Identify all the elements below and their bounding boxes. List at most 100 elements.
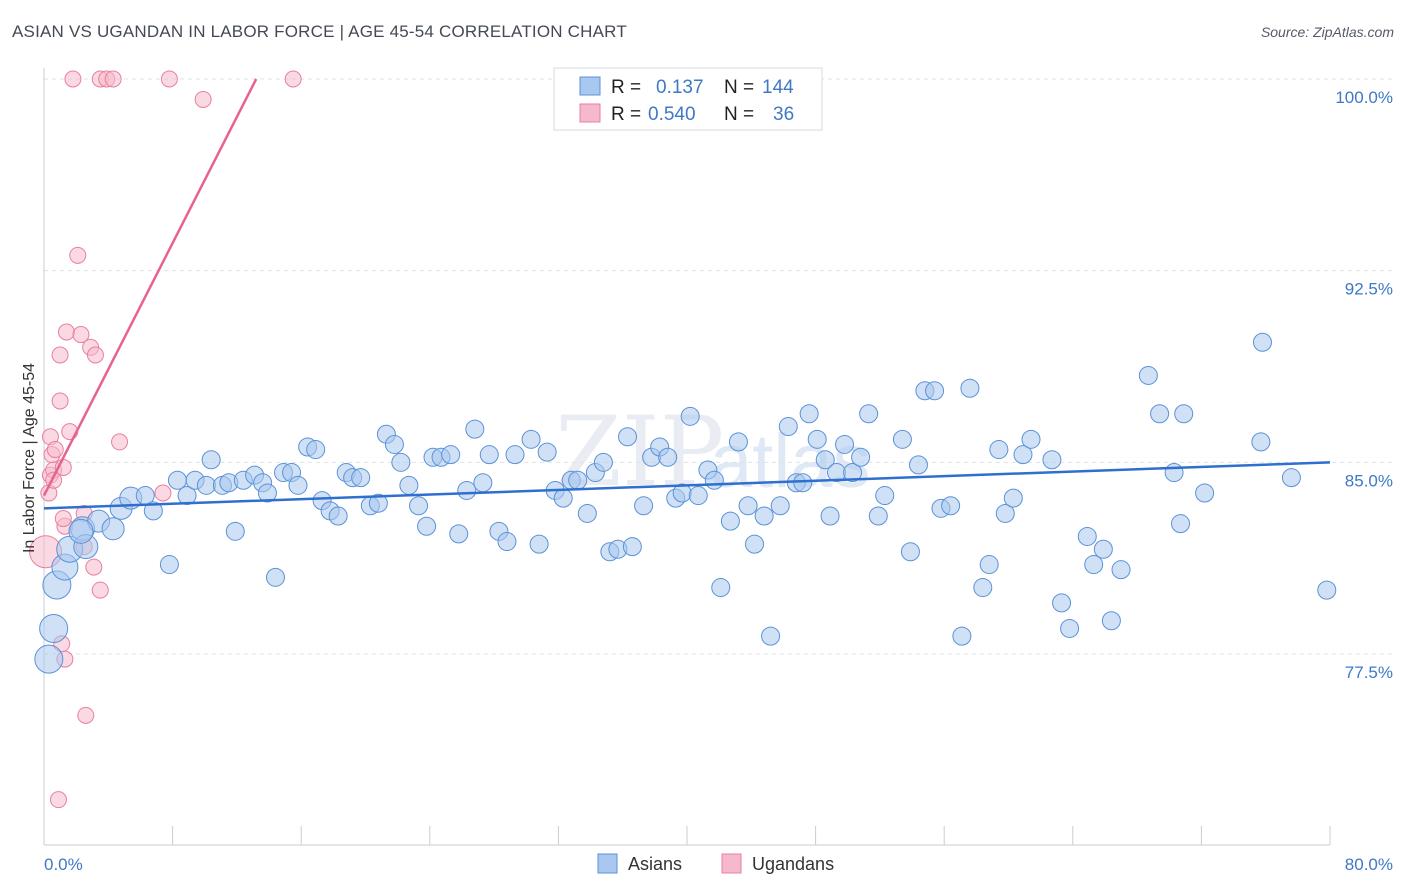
y-tick-label-1: 85.0%	[1345, 471, 1393, 490]
asian-point	[497, 532, 517, 552]
asian-point	[745, 534, 765, 554]
asian-point	[529, 534, 549, 554]
asian-point	[34, 644, 64, 674]
asian-point	[368, 493, 388, 513]
ugandan-point	[51, 392, 69, 410]
ugandan-point	[54, 510, 72, 528]
asian-point	[306, 440, 326, 460]
asian-point	[1021, 429, 1041, 449]
asian-point	[457, 480, 477, 500]
asian-point	[815, 450, 835, 470]
legend-r-value-asians: 0.137	[656, 77, 704, 98]
ugandan-points	[29, 70, 302, 809]
asian-point	[441, 445, 461, 465]
ugandan-point	[91, 581, 109, 599]
asian-point	[960, 378, 980, 398]
asian-point	[537, 442, 557, 462]
asian-point	[177, 486, 197, 506]
legend: R = 0.137 N = 144 R = 0.540 N = 36	[553, 67, 823, 131]
asian-point	[1013, 445, 1033, 465]
asian-point	[288, 475, 308, 495]
asian-point	[351, 468, 371, 488]
asian-point	[1252, 332, 1272, 352]
ugandan-point	[154, 484, 172, 502]
asian-point	[704, 470, 724, 490]
asian-point	[328, 506, 348, 526]
asian-point	[225, 521, 245, 541]
asian-point	[680, 406, 700, 426]
legend-n-value-ugandans: 36	[773, 104, 794, 125]
asian-point	[761, 626, 781, 646]
asian-point	[1077, 526, 1097, 546]
legend-n-label-ugandans: N =	[724, 104, 754, 125]
asian-point	[868, 506, 888, 526]
asian-point	[39, 613, 69, 643]
bottom-legend-label-ugandans: Ugandans	[752, 854, 834, 874]
asian-point	[1174, 404, 1194, 424]
y-tick-labels: 77.5% 85.0% 92.5% 100.0%	[1335, 88, 1393, 682]
asian-point	[257, 483, 277, 503]
ugandan-point	[72, 326, 90, 344]
y-tick-label-2: 92.5%	[1345, 280, 1393, 299]
bottom-legend-label-asians: Asians	[628, 854, 682, 874]
asian-point	[1138, 365, 1158, 385]
grid-lines	[44, 78, 1395, 655]
asian-point	[995, 503, 1015, 523]
asian-points	[34, 332, 1337, 674]
asian-point	[658, 447, 678, 467]
asian-point	[711, 578, 731, 598]
asian-point	[1164, 463, 1184, 483]
asian-point	[793, 473, 813, 493]
ugandan-point	[104, 70, 122, 88]
asian-point	[201, 450, 221, 470]
asian-point	[577, 503, 597, 523]
ugandan-point	[160, 70, 178, 88]
ugandan-point	[46, 441, 64, 459]
asian-point	[479, 445, 499, 465]
asian-point	[925, 381, 945, 401]
asian-point	[1150, 404, 1170, 424]
x-tick-label-max: 80.0%	[1345, 855, 1393, 874]
asian-point	[738, 496, 758, 516]
asian-point	[634, 496, 654, 516]
asian-point	[900, 542, 920, 562]
asian-point	[1093, 539, 1113, 559]
asian-point	[521, 429, 541, 449]
asian-point	[391, 452, 411, 472]
asian-point	[568, 470, 588, 490]
asian-point	[465, 419, 485, 439]
asian-point	[143, 501, 163, 521]
ugandan-point	[85, 558, 103, 576]
ugandan-point	[86, 346, 104, 364]
asian-point	[952, 626, 972, 646]
asian-point	[159, 555, 179, 575]
asian-point	[754, 506, 774, 526]
asian-point	[728, 432, 748, 452]
asian-point	[167, 470, 187, 490]
legend-n-label-asians: N =	[724, 77, 754, 98]
asian-point	[265, 567, 285, 587]
asian-point	[1171, 514, 1191, 534]
asian-point	[68, 518, 94, 544]
ugandan-point	[77, 706, 95, 724]
asian-point	[875, 486, 895, 506]
asian-point	[399, 475, 419, 495]
legend-r-label-ugandans: R =	[611, 104, 641, 125]
bottom-legend-swatch-asians	[597, 853, 618, 874]
asian-point	[835, 434, 855, 454]
asian-point	[989, 440, 1009, 460]
asian-point	[688, 486, 708, 506]
asian-point	[1003, 488, 1023, 508]
chart-title: ASIAN VS UGANDAN IN LABOR FORCE | AGE 45…	[12, 22, 627, 41]
asian-point	[807, 429, 827, 449]
ugandan-point	[69, 246, 87, 264]
y-tick-label-3: 100.0%	[1335, 88, 1393, 107]
asian-point	[1251, 432, 1271, 452]
y-axis-title: In Labor Force | Age 45-54	[21, 363, 38, 553]
ugandan-point	[194, 90, 212, 108]
y-tick-label-0: 77.5%	[1345, 663, 1393, 682]
asian-point	[859, 404, 879, 424]
legend-r-value-ugandans: 0.540	[648, 104, 696, 125]
ugandan-point	[284, 70, 302, 88]
